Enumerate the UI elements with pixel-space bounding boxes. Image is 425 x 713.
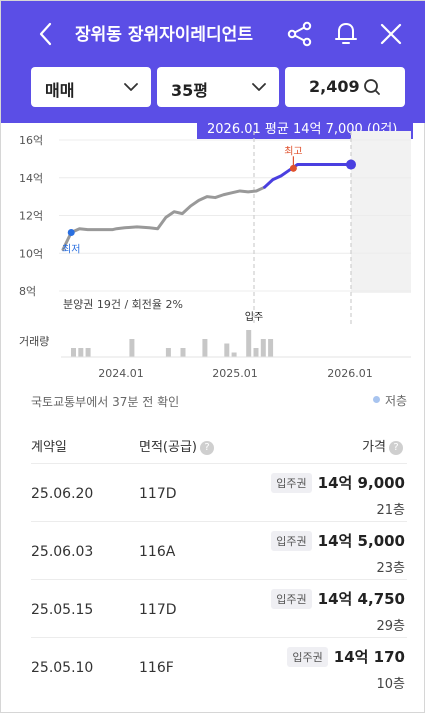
floor-value: 10층 bbox=[376, 677, 405, 692]
floor-value: 23층 bbox=[376, 561, 405, 576]
price-series-line bbox=[61, 185, 267, 251]
current-point-marker bbox=[346, 159, 356, 170]
volume-bar bbox=[202, 339, 208, 357]
page-title: 장위동 장위자이레디언트 bbox=[75, 25, 253, 45]
volume-bar bbox=[224, 343, 230, 357]
data-source-note: 국토교통부에서 37분 전 확인 bbox=[31, 395, 180, 409]
y-tick-label: 8억 bbox=[19, 285, 36, 298]
row-divider bbox=[31, 579, 407, 580]
price-value: 14억 170 bbox=[333, 648, 405, 666]
price-line: 입주권 14억 4,750 bbox=[271, 588, 405, 609]
volume-bar bbox=[231, 352, 237, 357]
contract-date: 25.06.03 bbox=[31, 544, 94, 560]
price-line: 입주권 14억 9,000 bbox=[271, 472, 405, 493]
y-tick-label: 12억 bbox=[19, 210, 43, 223]
search-count-button[interactable]: 2,409 bbox=[285, 67, 405, 107]
right-type-badge: 입주권 bbox=[287, 646, 328, 667]
future-shade bbox=[351, 131, 411, 293]
help-icon[interactable]: ? bbox=[199, 440, 214, 455]
volume-bar bbox=[180, 348, 186, 357]
chevron-down-icon bbox=[124, 83, 138, 91]
contract-date: 25.06.20 bbox=[31, 486, 94, 502]
price-value: 14억 9,000 bbox=[317, 474, 405, 492]
row-divider bbox=[31, 637, 407, 638]
search-icon bbox=[364, 79, 380, 95]
close-icon bbox=[380, 23, 402, 45]
right-type-badge: 입주권 bbox=[271, 472, 312, 493]
volume-bar bbox=[246, 330, 252, 357]
right-type-badge: 입주권 bbox=[271, 588, 312, 609]
floor-value: 21층 bbox=[376, 503, 405, 518]
low-floor-legend-dot bbox=[373, 396, 380, 403]
row-divider bbox=[31, 521, 407, 522]
volume-bar bbox=[165, 348, 171, 357]
price-series-line bbox=[263, 163, 353, 189]
table-row[interactable]: 25.06.03 116A 입주권 14억 5,000 23층 bbox=[1, 521, 425, 579]
y-tick-label: 16억 bbox=[19, 134, 43, 147]
chart-tooltip: 2026.01 평균 14억 7,000 (0건) bbox=[197, 113, 413, 139]
price-value: 14억 4,750 bbox=[317, 590, 405, 608]
presale-annotation: 분양권 19건 / 회전율 2% bbox=[63, 298, 183, 311]
volume-bar bbox=[253, 348, 259, 357]
table-row[interactable]: 25.05.10 116F 입주권 14억 170 10층 bbox=[1, 637, 425, 695]
table-row[interactable]: 25.06.20 117D 입주권 14억 9,000 21층 bbox=[1, 463, 425, 521]
trade-type-label: 매매 bbox=[45, 81, 75, 100]
contract-date: 25.05.15 bbox=[31, 602, 94, 618]
volume-bar bbox=[71, 348, 76, 357]
header-date: 계약일 bbox=[31, 440, 67, 455]
share-button[interactable] bbox=[285, 19, 315, 49]
row-divider bbox=[31, 463, 407, 464]
y-tick-label: 10억 bbox=[19, 247, 43, 260]
volume-bar bbox=[268, 339, 274, 357]
chevron-left-icon bbox=[39, 22, 52, 46]
volume-bar bbox=[78, 348, 84, 357]
back-button[interactable] bbox=[31, 19, 61, 49]
volume-bar bbox=[85, 348, 91, 357]
bell-icon bbox=[335, 23, 357, 44]
low-point-marker bbox=[67, 228, 75, 236]
header-price: 가격? bbox=[362, 436, 403, 455]
header: 장위동 장위자이레디언트 bbox=[1, 1, 425, 123]
volume-bar bbox=[260, 339, 266, 357]
price-line: 입주권 14억 5,000 bbox=[271, 530, 405, 551]
x-tick-label: 2024.01 bbox=[98, 367, 144, 380]
right-type-badge: 입주권 bbox=[271, 530, 312, 551]
price-value: 14억 5,000 bbox=[317, 532, 405, 550]
top-bar: 장위동 장위자이레디언트 bbox=[1, 1, 425, 65]
high-point-marker bbox=[289, 164, 297, 172]
y-tick-label: 14억 bbox=[19, 172, 43, 185]
floor-value: 29층 bbox=[376, 619, 405, 634]
x-tick-label: 2025.01 bbox=[212, 367, 258, 380]
chevron-down-icon bbox=[252, 83, 266, 91]
close-button[interactable] bbox=[376, 19, 406, 49]
x-tick-label: 2026.01 bbox=[327, 367, 373, 380]
size-label: 35평 bbox=[171, 81, 208, 100]
low-floor-legend-label: 저층 bbox=[385, 394, 408, 408]
high-point-label: 최고 bbox=[284, 145, 302, 157]
count-label: 2,409 bbox=[309, 77, 360, 96]
header-area: 면적(공급)? bbox=[139, 436, 214, 455]
notification-button[interactable] bbox=[331, 18, 361, 48]
move-in-label: 입주 bbox=[245, 310, 263, 323]
area-value: 117D bbox=[139, 486, 177, 502]
area-value: 117D bbox=[139, 602, 177, 618]
low-point-label: 최저 bbox=[62, 243, 80, 255]
help-icon[interactable]: ? bbox=[389, 440, 403, 455]
size-dropdown[interactable]: 35평 bbox=[157, 67, 279, 107]
price-line: 입주권 14억 170 bbox=[287, 646, 405, 667]
trade-type-dropdown[interactable]: 매매 bbox=[31, 67, 151, 107]
area-value: 116F bbox=[139, 660, 174, 676]
area-value: 116A bbox=[139, 544, 176, 560]
table-row[interactable]: 25.05.15 117D 입주권 14억 4,750 29층 bbox=[1, 579, 425, 637]
share-icon bbox=[287, 21, 312, 47]
volume-bar bbox=[129, 339, 135, 357]
contract-date: 25.05.10 bbox=[31, 660, 94, 676]
volume-axis-label: 거래량 bbox=[19, 335, 49, 348]
